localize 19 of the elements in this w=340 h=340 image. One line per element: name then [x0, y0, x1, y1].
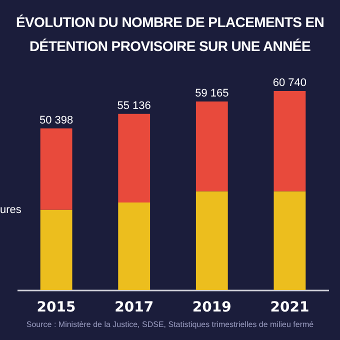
bar [118, 202, 150, 290]
bar [40, 128, 72, 210]
annotation: ures [0, 204, 22, 216]
chart-title: ÉVOLUTION DU NOMBRE DE PLACEMENTS EN DÉTENTION PROVISOIRE SUR UNE ANNÉE [14, 13, 326, 56]
annotation: 55 136 [117, 100, 151, 112]
annotation: 60 740 [272, 77, 307, 89]
bar [118, 114, 150, 202]
bar [196, 191, 228, 290]
bar [274, 191, 306, 290]
bar [274, 91, 306, 192]
x-tick-label: 2015 [36, 300, 76, 316]
x-tick-label: 2017 [114, 300, 154, 316]
annotation: 59 165 [195, 88, 229, 100]
source-note: Source : Ministère de la Justice, SDSE, Statistiques trimestrielles de milieu fermé [25, 320, 315, 329]
x-tick-label: 2021 [270, 300, 310, 316]
bar [40, 210, 72, 290]
x-tick-label: 2019 [192, 300, 232, 316]
bar [196, 102, 228, 192]
annotation: 50 398 [39, 114, 74, 126]
